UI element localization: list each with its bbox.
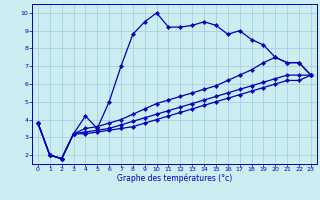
X-axis label: Graphe des températures (°c): Graphe des températures (°c): [117, 174, 232, 183]
